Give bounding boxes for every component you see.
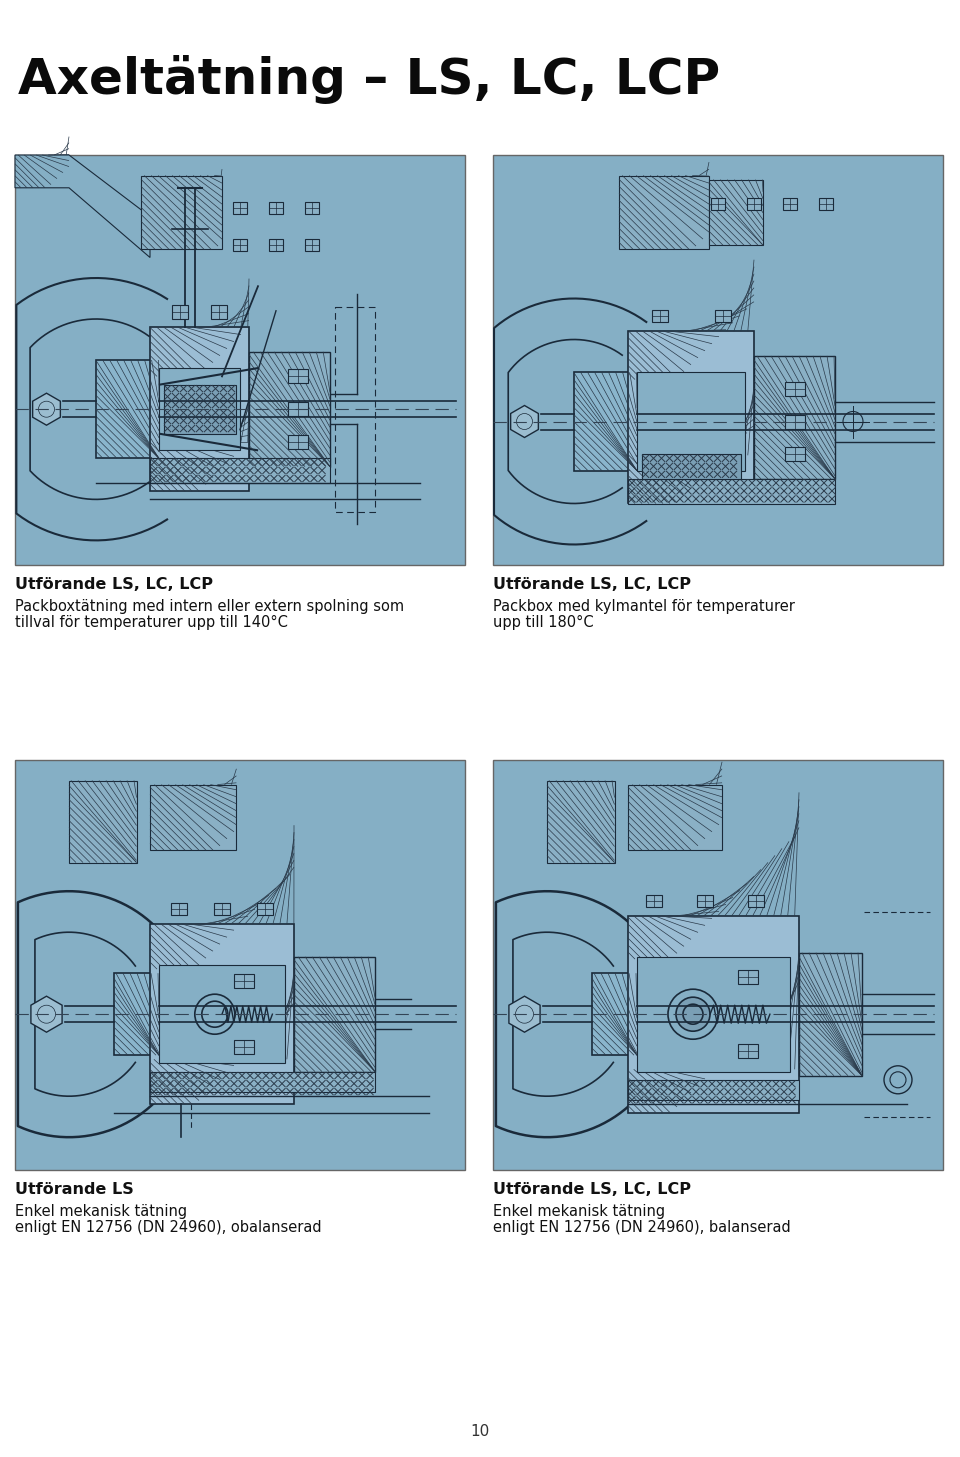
Bar [592, 973, 637, 1055]
Bar [288, 370, 307, 383]
Polygon shape [31, 997, 62, 1032]
Bar [799, 953, 862, 1075]
Bar [628, 785, 722, 851]
Bar [171, 903, 187, 915]
Text: Enkel mekanisk tätning: Enkel mekanisk tätning [493, 1203, 665, 1220]
Bar [709, 179, 763, 245]
Bar [305, 239, 319, 251]
Text: tillval för temperaturer upp till 140°C: tillval för temperaturer upp till 140°C [15, 615, 288, 629]
Bar [748, 895, 764, 906]
Bar [711, 198, 725, 210]
Bar [641, 455, 740, 479]
Bar [493, 154, 943, 565]
Circle shape [676, 997, 710, 1032]
Text: Enkel mekanisk tätning: Enkel mekanisk tätning [15, 1203, 187, 1220]
Bar [547, 781, 614, 863]
Bar [637, 373, 745, 471]
Bar [784, 447, 804, 462]
Bar [652, 310, 667, 322]
Text: Packbox med kylmantel för temperaturer: Packbox med kylmantel för temperaturer [493, 599, 795, 613]
Bar [737, 1045, 757, 1058]
Bar [150, 924, 294, 1104]
Text: Utförande LS: Utförande LS [15, 1182, 133, 1198]
Bar [628, 331, 754, 504]
Bar [249, 351, 330, 466]
Text: Utförande LS, LC, LCP: Utförande LS, LC, LCP [15, 577, 213, 592]
Bar [141, 175, 222, 249]
Bar [150, 1071, 375, 1093]
Bar [819, 198, 833, 210]
Bar [574, 373, 637, 471]
Bar [257, 903, 274, 915]
Text: 10: 10 [470, 1425, 490, 1440]
Text: Utförande LS, LC, LCP: Utförande LS, LC, LCP [493, 1182, 691, 1198]
Bar [150, 785, 236, 851]
Bar [269, 239, 283, 251]
Bar [646, 895, 661, 906]
Bar [159, 369, 240, 450]
Bar [163, 385, 235, 434]
Text: Packboxtätning med intern eller extern spolning som: Packboxtätning med intern eller extern s… [15, 599, 404, 613]
Bar [114, 973, 159, 1055]
Bar [628, 479, 835, 504]
Bar [288, 402, 307, 417]
Bar [214, 903, 230, 915]
Bar [233, 1040, 253, 1053]
Bar [747, 198, 761, 210]
Polygon shape [15, 154, 150, 258]
Bar [69, 781, 136, 863]
Bar [628, 916, 799, 1113]
Bar [150, 459, 330, 484]
Bar [233, 203, 247, 214]
Bar [294, 957, 375, 1071]
Bar [233, 975, 253, 988]
Bar [288, 436, 307, 449]
Bar [15, 154, 465, 565]
Bar [784, 414, 804, 428]
Bar [15, 761, 465, 1170]
Bar [783, 198, 797, 210]
Bar [784, 382, 804, 396]
Bar [233, 239, 247, 251]
Bar [628, 1080, 799, 1100]
Polygon shape [511, 405, 539, 437]
Bar [172, 305, 188, 319]
Bar [493, 761, 943, 1170]
Text: Axeltätning – LS, LC, LCP: Axeltätning – LS, LC, LCP [18, 55, 720, 103]
Bar [305, 203, 319, 214]
Text: Utförande LS, LC, LCP: Utförande LS, LC, LCP [493, 577, 691, 592]
Text: enligt EN 12756 (DN 24960), balanserad: enligt EN 12756 (DN 24960), balanserad [493, 1220, 791, 1236]
Bar [619, 175, 709, 249]
Bar [96, 360, 159, 459]
Bar [637, 957, 790, 1071]
Bar [269, 203, 283, 214]
Bar [211, 305, 228, 319]
Bar [697, 895, 713, 906]
Bar [150, 328, 249, 491]
Bar [714, 310, 731, 322]
Bar [737, 970, 757, 985]
Text: upp till 180°C: upp till 180°C [493, 615, 593, 629]
Bar [754, 356, 835, 479]
Bar [159, 965, 285, 1064]
Polygon shape [509, 997, 540, 1032]
Text: enligt EN 12756 (DN 24960), obalanserad: enligt EN 12756 (DN 24960), obalanserad [15, 1220, 322, 1236]
Polygon shape [33, 393, 60, 425]
